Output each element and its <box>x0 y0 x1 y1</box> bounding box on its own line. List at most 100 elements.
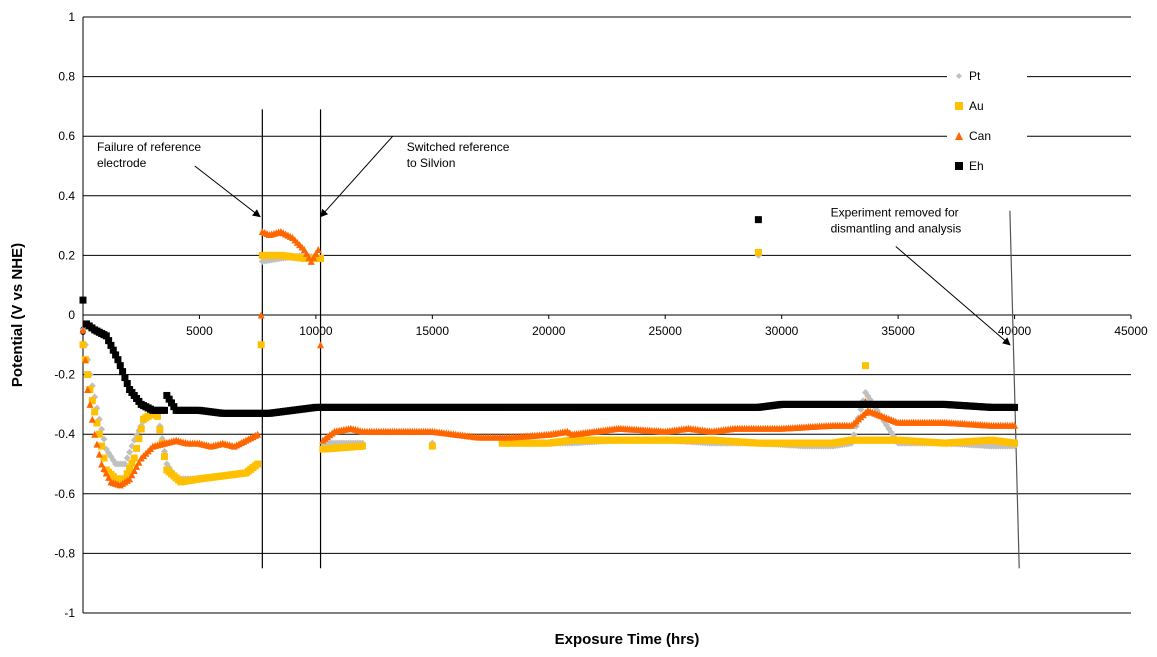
data-point-au <box>79 341 87 349</box>
data-point-au <box>133 444 141 452</box>
data-point-can <box>128 471 136 479</box>
annotation-text: Experiment removed for <box>831 206 959 220</box>
data-point-eh <box>167 399 175 407</box>
data-point-can <box>91 430 99 438</box>
data-point-can <box>88 415 96 423</box>
annotation-text: Failure of reference <box>97 140 201 154</box>
data-point-au <box>126 464 134 472</box>
y-tick-label: -0.2 <box>54 368 75 382</box>
data-point-eh <box>123 380 131 388</box>
data-point-au <box>137 425 145 433</box>
data-point-au <box>128 459 136 467</box>
annotation-text: electrode <box>97 156 147 170</box>
data-point-can <box>86 400 94 408</box>
data-point-can <box>95 450 103 458</box>
data-point-au <box>84 371 92 379</box>
x-tick-label: 35000 <box>881 324 915 338</box>
data-point-eh <box>107 341 115 349</box>
data-point-eh <box>116 362 124 370</box>
y-tick-label: 0 <box>68 308 75 322</box>
annotation-text: Switched reference <box>407 140 510 154</box>
x-tick-label: 20000 <box>532 324 566 338</box>
data-point-eh <box>79 296 87 304</box>
data-point-can <box>955 132 963 140</box>
annotation-arrow <box>194 165 261 218</box>
data-point-can <box>310 253 318 261</box>
data-point-au <box>88 397 96 405</box>
data-point-au <box>156 426 164 434</box>
data-point-pt <box>956 73 962 79</box>
data-point-au <box>955 102 963 110</box>
data-point-eh <box>163 391 171 399</box>
data-point-eh <box>754 216 762 224</box>
data-point-can <box>133 462 141 470</box>
y-tick-label: 0.2 <box>58 248 75 262</box>
data-point-au <box>93 419 101 427</box>
legend-label-au: Au <box>969 99 984 113</box>
data-point-can <box>257 311 265 319</box>
data-point-eh <box>109 346 117 354</box>
y-tick-label: -1 <box>64 606 75 620</box>
annotation-text: dismantling and analysis <box>831 222 962 236</box>
data-point-pt <box>850 431 858 439</box>
legend-label-eh: Eh <box>969 159 984 173</box>
x-tick-label: 10000 <box>299 324 333 338</box>
data-point-eh <box>121 374 129 382</box>
data-point-au <box>754 248 762 256</box>
data-point-can <box>317 341 325 349</box>
legend-label-pt: Pt <box>969 69 981 83</box>
y-tick-label: 0.8 <box>58 70 75 84</box>
data-point-can <box>314 245 322 253</box>
y-tick-label: -0.8 <box>54 546 75 560</box>
reference-line <box>1009 210 1020 569</box>
data-point-can <box>100 464 108 472</box>
data-point-au <box>98 442 106 450</box>
data-point-can <box>102 469 110 477</box>
data-point-au <box>161 453 169 461</box>
data-point-can <box>81 356 89 364</box>
data-point-eh <box>105 337 113 345</box>
x-tick-label: 5000 <box>186 324 213 338</box>
legend-box <box>947 66 1027 192</box>
y-tick-label: -0.4 <box>54 427 75 441</box>
data-point-au <box>257 341 265 349</box>
data-point-au <box>135 435 143 443</box>
y-axis-title: Potential (V vs NHE) <box>9 243 26 387</box>
data-point-au <box>862 362 870 370</box>
data-point-au <box>154 412 162 420</box>
annotation-arrow <box>895 246 1011 346</box>
y-tick-label: 0.6 <box>58 129 75 143</box>
x-axis-title: Exposure Time (hrs) <box>555 631 700 648</box>
data-point-can <box>1011 421 1019 429</box>
data-point-can <box>98 460 106 468</box>
legend-label-can: Can <box>969 129 991 143</box>
data-point-can <box>135 458 143 466</box>
data-point-au <box>1011 439 1019 447</box>
data-point-au <box>130 454 138 462</box>
x-tick-label: 45000 <box>1114 324 1148 338</box>
data-point-eh <box>114 356 122 364</box>
data-point-eh <box>161 406 169 414</box>
x-tick-label: 40000 <box>998 324 1032 338</box>
annotation-text: to Silvion <box>407 156 456 170</box>
data-point-au <box>91 408 99 416</box>
x-tick-label: 30000 <box>765 324 799 338</box>
data-point-eh <box>119 368 127 376</box>
data-point-eh <box>102 332 110 340</box>
y-tick-label: -0.6 <box>54 487 75 501</box>
data-point-pt <box>126 448 134 456</box>
data-point-can <box>84 386 92 393</box>
data-point-au <box>86 386 94 393</box>
y-tick-label: 1 <box>68 10 75 24</box>
data-point-au <box>123 470 131 478</box>
data-point-can <box>130 467 138 475</box>
data-point-au <box>95 430 103 438</box>
data-point-can <box>312 249 320 257</box>
data-point-au <box>254 460 262 468</box>
data-point-eh <box>170 403 178 411</box>
data-point-au <box>358 442 366 450</box>
data-point-au <box>317 254 325 262</box>
x-tick-label: 15000 <box>416 324 450 338</box>
y-tick-label: 0.4 <box>58 189 75 203</box>
